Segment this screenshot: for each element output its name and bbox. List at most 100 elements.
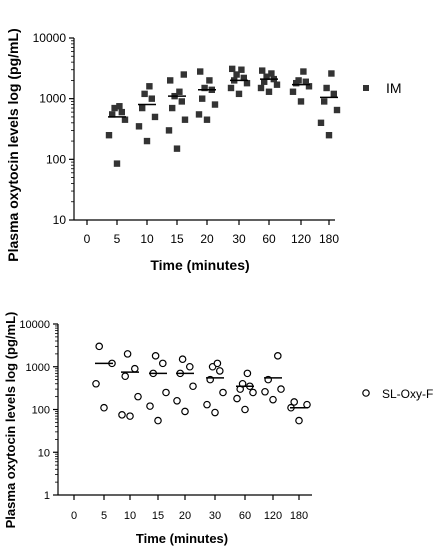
data-point [105,131,113,139]
x-axis-title: Time (minutes) [150,257,249,273]
data-point [134,392,142,401]
data-point [261,387,269,396]
data-point [330,90,337,98]
data-point [240,74,247,82]
data-point [92,379,100,388]
x-tick-label: 0 [84,232,91,246]
data-point [167,77,174,84]
data-point [121,116,129,123]
data-point [173,396,181,405]
x-tick-label: 120 [264,510,282,522]
data-point [297,98,305,105]
data-point [206,77,213,84]
x-tick-label: 30 [209,510,221,522]
data-point [203,116,211,123]
data-point [233,394,241,403]
data-point [241,405,249,414]
data-point [321,98,328,105]
data-point [216,367,224,375]
data-point [148,95,155,102]
data-point [176,88,183,95]
data-point [238,66,245,73]
data-point [135,123,143,130]
data-point [268,70,275,77]
legend-label: IM [386,80,402,96]
data-point [197,68,204,75]
y-tick-label: 10000 [19,319,50,331]
data-point [263,73,270,80]
y-axis-title: Plasma oxytocin levels log (pg/mL) [5,28,21,261]
data-point [180,71,187,78]
data-point [126,412,134,420]
x-axis-title: Time (minutes) [136,531,228,546]
data-point [211,408,219,417]
data-point [300,68,307,75]
data-point [181,116,189,123]
data-point [265,88,273,95]
x-tick-label: 5 [114,232,121,246]
data-point [249,388,257,397]
data-point [227,84,235,92]
data-point [290,398,299,406]
x-tick-label: 10 [140,232,154,246]
data-point [277,385,285,393]
x-tick-label: 15 [170,232,184,246]
data-point [189,382,197,391]
y-axis-title: Plasma oxytocin levels log (pg/mL) [3,312,18,529]
data-point [178,98,185,105]
data-point [328,70,335,77]
data-point [121,372,130,381]
data-point [116,103,123,110]
x-tick-label: 10 [124,510,136,522]
data-point [289,88,297,95]
data-point [109,111,116,118]
y-tick-label: 1000 [26,362,50,374]
data-point [257,84,265,92]
data-point [162,388,170,397]
x-tick-label: 30 [232,232,246,246]
y-tick-label: 10 [53,213,67,227]
data-point [173,145,181,152]
data-point [211,101,219,108]
data-point [325,131,333,139]
data-point [219,388,227,397]
data-point [295,77,302,84]
data-point [302,78,309,85]
x-tick-label: 60 [239,510,251,522]
x-tick-label: 60 [262,232,276,246]
x-tick-label: 120 [291,232,311,246]
data-point [203,400,211,409]
y-tick-label: 100 [32,405,50,417]
data-point [295,416,303,425]
data-point [259,67,266,74]
data-point [199,95,206,102]
x-tick-label: 20 [200,232,214,246]
data-point [273,352,282,360]
chart-panel-2: 1 10 100 1000 10000 0 5 10 15 20 30 60 120 180 Time (m… [3,312,433,546]
data-point [139,104,146,112]
data-point [118,411,126,419]
data-point [95,342,104,351]
data-point [146,83,153,90]
data-point [195,111,203,118]
data-point [169,104,176,112]
y-tick-label: 10 [38,447,50,459]
x-tick-label: 180 [319,232,339,246]
x-tick-label: 20 [179,510,191,522]
data-point [146,402,154,410]
data-point [303,400,311,409]
data-point [143,137,151,145]
y-tick-label: 100 [46,152,66,166]
data-point [305,83,313,90]
data-point [333,106,341,114]
data-point [151,113,159,121]
data-point [118,108,125,116]
data-point [100,403,108,412]
data-point [186,362,194,371]
data-point [123,350,132,358]
x-tick-label: 180 [290,510,308,522]
legend-marker [363,85,369,91]
data-point [229,65,236,73]
data-point [261,78,268,85]
